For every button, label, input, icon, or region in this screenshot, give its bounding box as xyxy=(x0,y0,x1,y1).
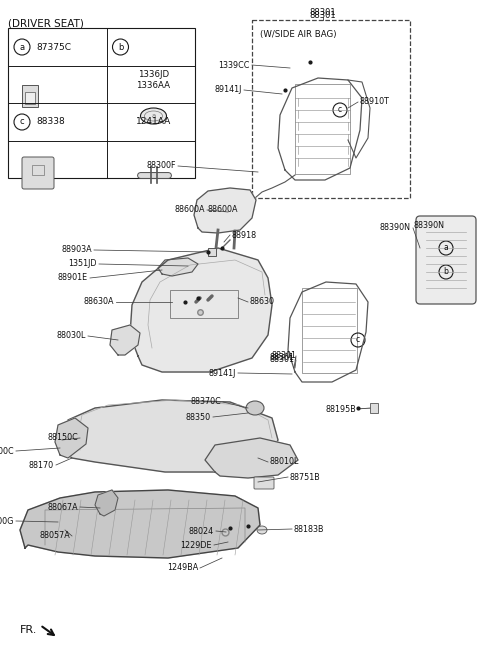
Text: 1339CC: 1339CC xyxy=(218,61,250,69)
Text: 88600A: 88600A xyxy=(207,205,238,215)
Text: 88390N: 88390N xyxy=(380,224,411,233)
Text: 88910T: 88910T xyxy=(360,97,390,107)
Text: a: a xyxy=(19,43,24,52)
Text: 88600A: 88600A xyxy=(175,205,205,215)
Text: 88170: 88170 xyxy=(29,460,54,470)
Bar xyxy=(25,92,35,104)
Text: 88301: 88301 xyxy=(269,354,294,362)
Text: 88390N: 88390N xyxy=(413,220,444,230)
Text: 89141J: 89141J xyxy=(209,368,236,377)
Polygon shape xyxy=(55,418,88,458)
Bar xyxy=(170,290,238,318)
Text: 1241AA: 1241AA xyxy=(136,118,171,126)
Polygon shape xyxy=(62,400,278,472)
Text: 87375C: 87375C xyxy=(36,43,71,52)
Bar xyxy=(295,84,350,174)
Text: a: a xyxy=(444,243,448,252)
Text: 88338: 88338 xyxy=(36,118,65,126)
Text: c: c xyxy=(20,118,24,126)
Text: (W/SIDE AIR BAG): (W/SIDE AIR BAG) xyxy=(260,30,336,39)
Text: 88301: 88301 xyxy=(310,8,336,17)
Bar xyxy=(208,248,216,256)
Text: 88030L: 88030L xyxy=(57,332,86,341)
Bar xyxy=(22,85,38,107)
Text: 1336JD
1336AA: 1336JD 1336AA xyxy=(136,69,170,90)
Text: b: b xyxy=(118,43,123,52)
Text: 88067A: 88067A xyxy=(48,502,78,511)
Text: 88370C: 88370C xyxy=(190,398,221,407)
Polygon shape xyxy=(110,325,140,355)
Polygon shape xyxy=(20,490,260,558)
Text: c: c xyxy=(356,336,360,345)
FancyBboxPatch shape xyxy=(254,477,274,489)
Text: 88500G: 88500G xyxy=(0,517,14,526)
Ellipse shape xyxy=(246,401,264,415)
Text: 88301: 88301 xyxy=(310,10,336,20)
Polygon shape xyxy=(130,248,272,372)
Text: 88300F: 88300F xyxy=(146,162,176,171)
FancyBboxPatch shape xyxy=(22,157,54,189)
Polygon shape xyxy=(205,438,298,478)
Bar xyxy=(252,20,410,198)
Text: 88630: 88630 xyxy=(250,298,275,307)
Text: 88751B: 88751B xyxy=(290,472,321,481)
Bar xyxy=(302,288,357,373)
Text: (DRIVER SEAT): (DRIVER SEAT) xyxy=(8,18,84,28)
Text: 88195B: 88195B xyxy=(325,405,356,413)
Ellipse shape xyxy=(141,108,167,124)
FancyBboxPatch shape xyxy=(416,216,476,304)
Text: c: c xyxy=(338,105,342,114)
Polygon shape xyxy=(194,188,256,233)
Text: 88301: 88301 xyxy=(271,351,296,360)
Text: 88057A: 88057A xyxy=(39,532,70,540)
Text: 88918: 88918 xyxy=(232,230,257,239)
Text: 88903A: 88903A xyxy=(61,245,92,254)
Text: 88150C: 88150C xyxy=(47,434,78,443)
Text: 1229DE: 1229DE xyxy=(180,540,212,549)
Text: 88183B: 88183B xyxy=(294,525,324,534)
Text: 88901E: 88901E xyxy=(58,273,88,283)
Text: 1249BA: 1249BA xyxy=(167,564,198,572)
Text: 88350: 88350 xyxy=(186,413,211,421)
Bar xyxy=(8,28,195,178)
Text: 88100C: 88100C xyxy=(0,447,14,455)
Bar xyxy=(32,165,44,175)
Text: 89141J: 89141J xyxy=(215,86,242,94)
Ellipse shape xyxy=(257,526,267,534)
Text: 88630A: 88630A xyxy=(84,298,114,307)
Polygon shape xyxy=(95,490,118,516)
Text: 1351JD: 1351JD xyxy=(69,260,97,269)
Text: 88301: 88301 xyxy=(269,356,294,364)
Bar xyxy=(370,403,378,413)
Text: b: b xyxy=(444,267,448,277)
Polygon shape xyxy=(158,258,198,276)
Text: 88010L: 88010L xyxy=(270,458,300,466)
Text: FR.: FR. xyxy=(20,625,37,635)
Text: a: a xyxy=(151,113,156,119)
Text: 88024: 88024 xyxy=(189,526,214,536)
